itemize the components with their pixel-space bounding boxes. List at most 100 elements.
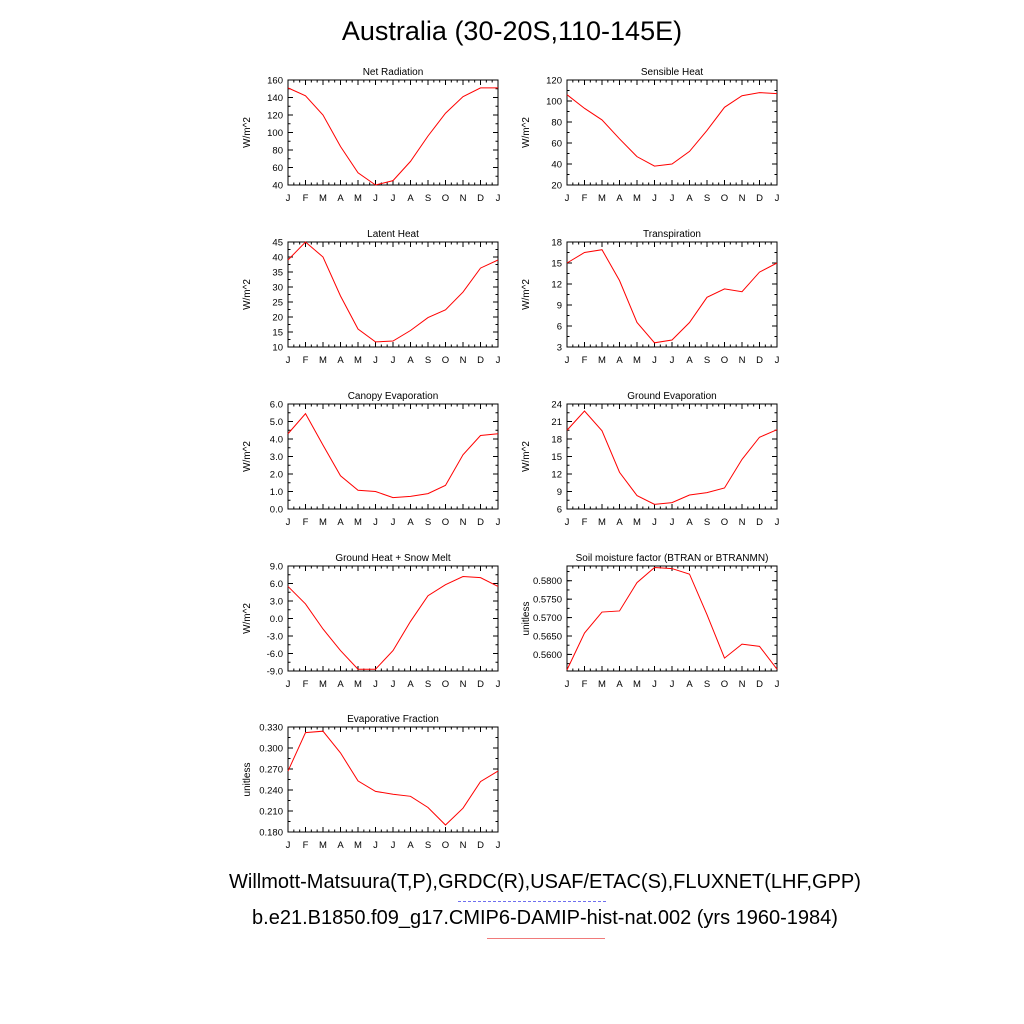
x-tick-label: A: [337, 355, 344, 366]
chart-title: Sensible Heat: [641, 67, 703, 78]
x-tick-label: D: [756, 355, 763, 366]
y-tick-label: 40: [272, 181, 283, 192]
x-tick-label: M: [598, 679, 606, 690]
x-tick-label: J: [286, 840, 291, 851]
y-tick-label: 0.180: [259, 828, 283, 839]
x-tick-label: D: [756, 517, 763, 528]
y-tick-label: 9: [557, 301, 562, 312]
x-tick-label: N: [739, 193, 746, 204]
y-tick-label: 2.0: [270, 470, 283, 481]
y-tick-label: 0.240: [259, 786, 283, 797]
y-tick-label: 0.0: [270, 505, 283, 516]
x-tick-label: F: [582, 355, 588, 366]
x-tick-label: A: [686, 355, 693, 366]
series-line: [566, 249, 778, 344]
x-tick-label: A: [407, 840, 414, 851]
x-tick-label: M: [319, 355, 327, 366]
y-axis-label: W/m^2: [242, 603, 253, 634]
x-tick-label: J: [373, 679, 378, 690]
x-tick-label: F: [303, 840, 309, 851]
chart-title: Ground Heat + Snow Melt: [335, 553, 451, 564]
y-tick-label: 0.5600: [533, 650, 562, 661]
x-tick-label: A: [337, 517, 344, 528]
series-line: [566, 92, 778, 167]
x-tick-label: J: [496, 355, 501, 366]
x-tick-label: J: [391, 840, 396, 851]
x-tick-label: M: [633, 679, 641, 690]
x-tick-label: D: [756, 679, 763, 690]
y-tick-label: 3: [557, 343, 562, 354]
y-axis-label: W/m^2: [242, 279, 253, 310]
series-line: [287, 730, 499, 826]
x-tick-label: O: [442, 193, 449, 204]
x-tick-label: N: [739, 355, 746, 366]
x-tick-label: M: [319, 679, 327, 690]
x-tick-label: O: [721, 193, 728, 204]
x-tick-label: F: [303, 193, 309, 204]
x-tick-label: D: [477, 679, 484, 690]
x-tick-label: J: [373, 355, 378, 366]
x-tick-label: J: [373, 840, 378, 851]
plot-frame: [566, 79, 778, 186]
chart-title: Latent Heat: [367, 229, 419, 240]
y-tick-label: 0.5650: [533, 632, 562, 643]
x-tick-label: J: [565, 679, 570, 690]
y-tick-label: 18: [551, 435, 562, 446]
y-tick-label: 9: [557, 487, 562, 498]
y-tick-label: 0.330: [259, 723, 283, 734]
x-tick-label: N: [460, 840, 467, 851]
evaporative-fraction-chart: J F M A M J J A S O N D J0.3300.3000.2700.2400.2100.…: [242, 714, 501, 851]
x-tick-label: J: [775, 517, 780, 528]
x-tick-label: J: [775, 679, 780, 690]
x-tick-label: F: [582, 679, 588, 690]
x-tick-label: J: [391, 517, 396, 528]
x-tick-label: O: [442, 840, 449, 851]
y-tick-label: 15: [551, 452, 562, 463]
y-tick-label: 21: [551, 417, 562, 428]
x-tick-label: J: [286, 355, 291, 366]
plot-frame: [566, 403, 778, 510]
x-tick-label: J: [775, 355, 780, 366]
x-tick-label: M: [319, 193, 327, 204]
y-tick-label: -9.0: [267, 667, 283, 678]
x-tick-label: M: [598, 193, 606, 204]
legend-model: b.e21.B1850.f09_g17.CMIP6-DAMIP-hist-nat…: [252, 907, 838, 929]
x-tick-label: S: [425, 840, 431, 851]
x-tick-label: A: [337, 840, 344, 851]
x-tick-label: S: [425, 193, 431, 204]
y-axis-label: W/m^2: [521, 117, 532, 148]
plot-frame: [287, 726, 499, 833]
x-tick-label: J: [670, 517, 675, 528]
x-tick-label: J: [775, 193, 780, 204]
x-tick-label: N: [460, 355, 467, 366]
x-tick-label: S: [704, 355, 710, 366]
chart-title: Net Radiation: [363, 67, 424, 78]
y-tick-label: 120: [546, 76, 562, 87]
x-tick-label: J: [565, 355, 570, 366]
y-tick-label: 60: [551, 139, 562, 150]
x-tick-label: O: [442, 517, 449, 528]
x-tick-label: A: [686, 193, 693, 204]
y-tick-label: 160: [267, 76, 283, 87]
x-tick-label: J: [391, 355, 396, 366]
x-tick-label: A: [407, 679, 414, 690]
x-tick-label: J: [286, 517, 291, 528]
series-line: [566, 566, 778, 671]
chart-title: Transpiration: [643, 229, 701, 240]
series-line: [287, 241, 499, 343]
y-tick-label: 60: [272, 163, 283, 174]
x-tick-label: A: [616, 193, 623, 204]
x-tick-label: J: [652, 355, 657, 366]
x-tick-label: F: [582, 193, 588, 204]
chart-title: Ground Evaporation: [627, 391, 717, 402]
x-tick-label: O: [721, 679, 728, 690]
x-tick-label: N: [460, 517, 467, 528]
x-tick-label: D: [477, 193, 484, 204]
x-tick-label: A: [616, 679, 623, 690]
x-tick-label: A: [407, 517, 414, 528]
chart-title: Evaporative Fraction: [347, 714, 439, 725]
y-tick-label: 18: [551, 238, 562, 249]
plot-frame: [287, 79, 499, 186]
